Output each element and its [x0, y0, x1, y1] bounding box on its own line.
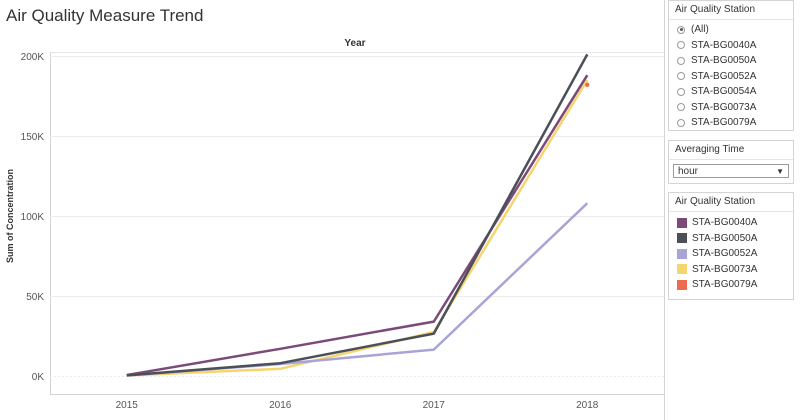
- station-option-label: STA-BG0073A: [691, 101, 757, 113]
- x-tick-label: 2018: [576, 400, 599, 411]
- radio-button-icon[interactable]: [677, 103, 685, 112]
- y-tick-label: 150K: [21, 132, 45, 143]
- series-line[interactable]: [126, 74, 589, 377]
- averaging-filter-panel: Averaging Time hour ▼: [668, 140, 794, 184]
- color-legend-panel: Air Quality Station STA-BG0040A STA-BG005…: [668, 192, 794, 300]
- x-tick-label: 2015: [116, 400, 139, 411]
- radio-button-icon[interactable]: [677, 56, 685, 65]
- station-option-label: STA-BG0054A: [691, 86, 757, 98]
- station-option-label: (All): [691, 24, 709, 36]
- chevron-down-icon: ▼: [776, 166, 784, 176]
- station-filter-title: Air Quality Station: [669, 1, 793, 20]
- station-filter-options: (All) STA-BG0040A STA-BG0050A STA-BG0052A ST…: [669, 20, 793, 131]
- radio-button-icon[interactable]: [677, 118, 685, 127]
- station-option[interactable]: STA-BG0073A: [669, 100, 793, 116]
- legend-swatch: [677, 217, 687, 228]
- radio-button-icon[interactable]: [677, 25, 685, 34]
- legend-item[interactable]: STA-BG0052A: [669, 246, 793, 262]
- grid-lines: [50, 56, 664, 377]
- station-option[interactable]: STA-BG0050A: [669, 53, 793, 69]
- series-lines: [126, 53, 590, 377]
- legend-items: STA-BG0040A STA-BG0050A STA-BG0052A STA-BG0…: [669, 212, 793, 293]
- axis-labels: 0K 50K 100K 150K 200K 2015 2016 2017 2018: [21, 52, 599, 411]
- line-chart: Year Sum of Concentration 0K 50K 100K 150K 2…: [5, 0, 665, 420]
- legend-swatch: [677, 264, 687, 275]
- legend-item[interactable]: STA-BG0040A: [669, 215, 793, 231]
- legend-swatch: [677, 233, 687, 244]
- legend-label: STA-BG0079A: [692, 279, 758, 291]
- legend-label: STA-BG0050A: [692, 232, 758, 244]
- radio-button-icon[interactable]: [677, 87, 685, 96]
- station-filter-panel: Air Quality Station (All) STA-BG0040A STA-…: [668, 0, 794, 131]
- series-line[interactable]: [126, 53, 589, 377]
- radio-button-icon[interactable]: [677, 41, 685, 50]
- x-tick-label: 2016: [269, 400, 292, 411]
- legend-label: STA-BG0040A: [692, 217, 758, 229]
- legend-swatch: [677, 279, 687, 290]
- averaging-filter-title: Averaging Time: [669, 141, 793, 160]
- y-tick-label: 0K: [32, 372, 45, 383]
- station-option[interactable]: STA-BG0054A: [669, 84, 793, 100]
- legend-item[interactable]: STA-BG0050A: [669, 231, 793, 247]
- station-option-label: STA-BG0079A: [691, 117, 757, 129]
- station-option[interactable]: STA-BG0079A: [669, 115, 793, 131]
- y-tick-label: 100K: [21, 212, 45, 223]
- legend-title: Air Quality Station: [669, 193, 793, 212]
- station-option[interactable]: STA-BG0052A: [669, 69, 793, 85]
- legend-label: STA-BG0052A: [692, 248, 758, 260]
- x-tick-label: 2017: [423, 400, 446, 411]
- legend-label: STA-BG0073A: [692, 263, 758, 275]
- radio-button-icon[interactable]: [677, 72, 685, 81]
- y-axis-title: Sum of Concentration: [5, 169, 15, 263]
- series-line[interactable]: [126, 79, 589, 377]
- station-option-label: STA-BG0050A: [691, 55, 757, 67]
- dashboard-title: Air Quality Measure Trend: [6, 6, 204, 25]
- station-option-label: STA-BG0040A: [691, 39, 757, 51]
- legend-swatch: [677, 248, 687, 259]
- averaging-time-dropdown[interactable]: hour ▼: [673, 164, 789, 178]
- y-tick-label: 50K: [26, 292, 44, 303]
- station-option[interactable]: (All): [669, 22, 793, 38]
- legend-item[interactable]: STA-BG0073A: [669, 262, 793, 278]
- y-tick-label: 200K: [21, 52, 45, 63]
- legend-item[interactable]: STA-BG0079A: [669, 277, 793, 293]
- series-point[interactable]: [585, 82, 590, 88]
- averaging-time-value: hour: [678, 165, 699, 177]
- column-header: Year: [344, 38, 365, 49]
- station-option-label: STA-BG0052A: [691, 70, 757, 82]
- station-option[interactable]: STA-BG0040A: [669, 38, 793, 54]
